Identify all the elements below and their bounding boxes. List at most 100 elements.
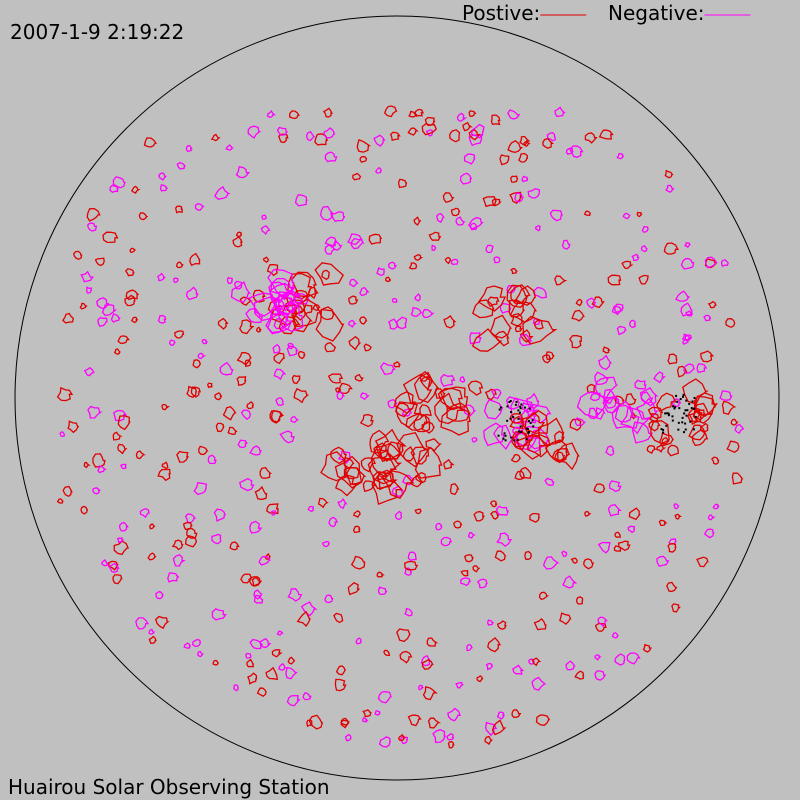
contour — [239, 319, 255, 335]
contour — [353, 510, 361, 518]
contour — [485, 662, 494, 671]
contour — [161, 403, 170, 411]
dot — [519, 405, 522, 408]
contour — [117, 335, 130, 344]
contour — [376, 266, 385, 277]
contour — [407, 714, 422, 727]
contour — [522, 315, 558, 345]
contour — [414, 108, 425, 117]
contour — [383, 105, 398, 118]
contour — [361, 717, 369, 723]
contour — [640, 245, 649, 253]
contour — [663, 242, 679, 255]
contour — [538, 417, 565, 446]
dot — [510, 411, 513, 414]
contour — [489, 500, 498, 508]
dot — [508, 400, 511, 403]
dot — [674, 406, 677, 409]
contour — [598, 129, 614, 140]
contour — [62, 485, 73, 497]
contour — [210, 133, 221, 142]
contour — [466, 643, 473, 652]
contour — [381, 470, 415, 500]
contour — [147, 552, 157, 561]
contour — [227, 426, 238, 435]
contour — [334, 474, 358, 497]
contour — [130, 316, 139, 324]
contour — [510, 413, 524, 424]
contour — [538, 591, 550, 601]
contour — [402, 373, 433, 404]
contour — [605, 445, 615, 457]
contour — [522, 139, 531, 147]
dot — [677, 428, 680, 431]
contour — [265, 503, 279, 515]
contour — [431, 244, 437, 252]
contour — [518, 334, 533, 347]
contour — [515, 435, 547, 460]
dot — [527, 431, 530, 434]
contour — [196, 650, 204, 658]
contour — [149, 523, 156, 530]
dot — [681, 416, 684, 419]
contour — [86, 286, 92, 294]
contour — [439, 386, 469, 410]
contour — [688, 424, 707, 441]
dot — [498, 408, 501, 411]
contour — [434, 392, 466, 425]
contour — [253, 589, 263, 600]
contour — [172, 277, 179, 283]
contour — [730, 418, 739, 426]
contour — [222, 405, 237, 421]
contour — [559, 612, 572, 625]
contour — [649, 413, 660, 422]
contour — [613, 545, 622, 552]
contour — [508, 299, 526, 318]
contour — [159, 184, 169, 192]
contour — [308, 286, 319, 300]
contour — [434, 388, 446, 399]
contour — [344, 733, 352, 742]
dot — [667, 414, 670, 417]
contour — [696, 556, 709, 568]
contour — [594, 622, 607, 632]
dot — [519, 407, 522, 410]
contour — [260, 225, 271, 236]
contour — [287, 342, 295, 350]
contour — [402, 474, 415, 486]
contour — [639, 387, 659, 407]
contour — [584, 132, 598, 144]
dot — [514, 403, 517, 406]
contour — [255, 326, 262, 333]
dot — [509, 417, 512, 420]
contour — [273, 352, 285, 365]
contour — [614, 653, 626, 666]
contour — [347, 582, 361, 596]
dot — [685, 414, 688, 417]
contour — [290, 416, 300, 424]
contour — [700, 350, 715, 363]
contour — [585, 297, 596, 310]
contour — [514, 192, 524, 203]
dot — [504, 434, 507, 437]
contour — [335, 387, 342, 393]
contour — [658, 432, 675, 447]
contour — [524, 435, 541, 454]
contour — [446, 733, 455, 741]
contour — [317, 497, 329, 509]
contour — [307, 505, 314, 513]
contour — [691, 429, 709, 447]
contour — [491, 719, 507, 736]
contour — [176, 161, 187, 170]
contour — [240, 409, 252, 421]
contour — [212, 659, 219, 666]
contour — [427, 717, 442, 729]
footer: Huairou Solar Observing Station — [8, 775, 330, 799]
contour — [302, 692, 312, 701]
contour — [597, 616, 608, 628]
contour — [214, 185, 231, 201]
contour — [734, 423, 745, 434]
contour — [680, 257, 695, 270]
contour — [521, 402, 532, 414]
contour — [456, 112, 468, 122]
